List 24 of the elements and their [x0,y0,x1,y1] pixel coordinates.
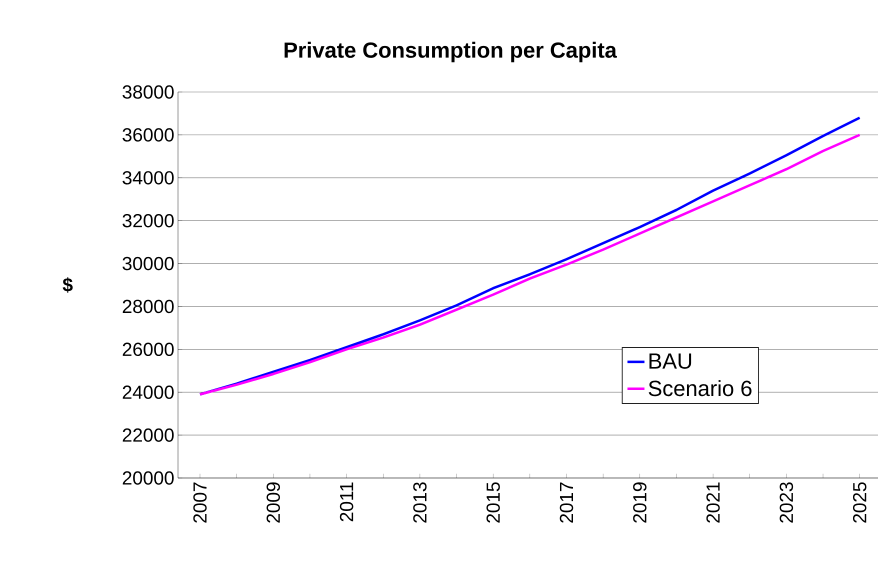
x-tick-label: 2015 [486,482,500,523]
x-tick-label: 2011 [340,482,354,522]
x-tick-label: 2025 [852,482,866,523]
y-tick-label: 28000 [122,300,174,314]
chart-title: Private Consumption per Capita [284,42,617,62]
y-tick-label: 36000 [122,128,174,142]
y-tick-label: 20000 [122,471,174,485]
legend-label: Scenario 6 [648,380,752,396]
y-tick-label: 32000 [122,214,174,228]
x-tick-label: 2019 [633,482,646,523]
x-tick-label: 2023 [780,482,794,523]
x-tick-label: 2017 [560,482,574,523]
y-tick-label: 30000 [122,256,174,270]
y-tick-label: 34000 [122,171,174,184]
y-tick-label: 24000 [122,386,174,399]
y-tick-label: 26000 [122,342,174,356]
x-tick-label: 2013 [413,482,427,523]
legend-label: BAU [650,354,692,369]
x-tick-label: 2021 [706,482,720,523]
y-tick-label: 38000 [122,85,174,99]
x-tick-label: 2009 [266,482,280,523]
y-axis-title: $ [62,277,73,293]
y-tick-label: 22000 [122,428,174,442]
x-tick-label: 2007 [193,482,207,523]
